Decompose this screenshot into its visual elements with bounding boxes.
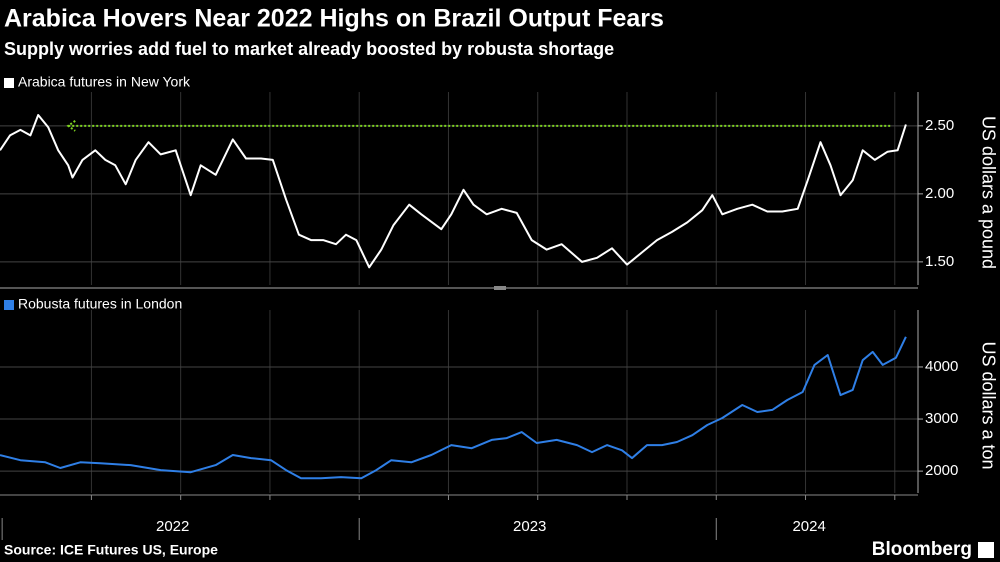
series-line	[0, 114, 907, 269]
brand-icon	[978, 542, 994, 558]
y-tick-label: 2000	[925, 462, 958, 479]
y-tick-label: 2.00	[925, 185, 954, 202]
legend-label: Arabica futures in New York	[18, 74, 191, 90]
brand: Bloomberg	[872, 539, 972, 560]
y-axis-title: US dollars a ton	[978, 341, 998, 469]
y-axis-title: US dollars a pound	[978, 116, 998, 269]
source: Source: ICE Futures US, Europe	[4, 542, 218, 558]
legend-swatch	[4, 300, 14, 310]
chart-title: Arabica Hovers Near 2022 Highs on Brazil…	[4, 5, 664, 33]
y-tick-label: 3000	[925, 410, 958, 427]
series-line	[0, 336, 907, 480]
y-tick-label: 2.50	[925, 117, 954, 134]
separator-handle	[494, 286, 506, 290]
legend-label: Robusta futures in London	[18, 296, 182, 312]
reference-arrow	[66, 120, 76, 132]
chart-subtitle: Supply worries add fuel to market alread…	[4, 39, 614, 59]
y-tick-label: 4000	[925, 358, 958, 375]
x-tick-label: 2022	[156, 518, 189, 535]
x-tick-label: 2023	[513, 518, 546, 535]
legend-swatch	[4, 78, 14, 88]
x-tick-label: 2024	[792, 518, 825, 535]
y-tick-label: 1.50	[925, 253, 954, 270]
